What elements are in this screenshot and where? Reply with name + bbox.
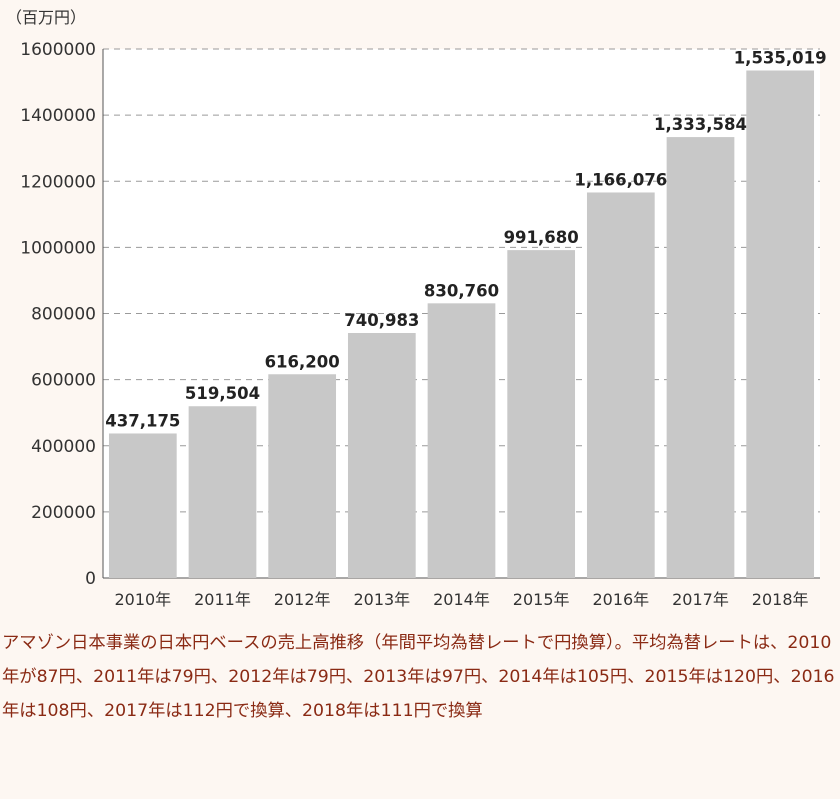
x-tick-label: 2012年	[274, 590, 331, 609]
data-label: 830,760	[424, 281, 499, 300]
bar	[268, 374, 337, 578]
x-tick-label: 2014年	[433, 590, 490, 609]
bar	[507, 250, 576, 578]
data-label: 1,535,019	[734, 48, 827, 67]
y-tick-label: 600000	[31, 371, 96, 391]
x-tick-label: 2010年	[114, 590, 171, 609]
x-tick-label: 2015年	[513, 590, 570, 609]
y-tick-label: 1600000	[20, 40, 96, 60]
bar	[188, 406, 257, 578]
chart-area: （百万円） 0 200000 400000 600000 800000 1000000 12…	[6, 8, 827, 609]
data-label: 616,200	[265, 352, 340, 371]
bar	[586, 192, 655, 578]
bar	[347, 333, 416, 578]
bar	[108, 433, 177, 578]
bar	[746, 70, 815, 578]
data-label: 740,983	[344, 311, 419, 330]
y-tick-label: 800000	[31, 305, 96, 325]
data-label: 437,175	[105, 411, 180, 430]
chart-caption: アマゾン日本事業の日本円ベースの売上高推移（年間平均為替レートで円換算）。平均為…	[2, 633, 835, 721]
x-tick-label: 2017年	[672, 590, 729, 609]
x-tick-label: 2016年	[592, 590, 649, 609]
y-tick-label: 0	[85, 569, 96, 589]
y-tick-label: 1400000	[20, 106, 96, 126]
x-tick-label: 2018年	[752, 590, 809, 609]
bar	[427, 303, 496, 578]
bar-chart: 0 200000 400000 600000 800000 1000000 1200000 1…	[20, 40, 827, 609]
x-tick-label: 2011年	[194, 590, 251, 609]
data-label: 1,333,584	[654, 115, 747, 134]
unit-label: （百万円）	[6, 8, 87, 27]
y-tick-label: 1200000	[20, 172, 96, 192]
y-tick-label: 200000	[31, 503, 96, 523]
data-label: 519,504	[185, 384, 260, 403]
y-tick-label: 400000	[31, 437, 96, 457]
x-tick-label: 2013年	[353, 590, 410, 609]
data-label: 991,680	[504, 228, 579, 247]
bar	[666, 137, 735, 578]
data-label: 1,166,076	[574, 170, 667, 189]
y-tick-label: 1000000	[20, 238, 96, 258]
